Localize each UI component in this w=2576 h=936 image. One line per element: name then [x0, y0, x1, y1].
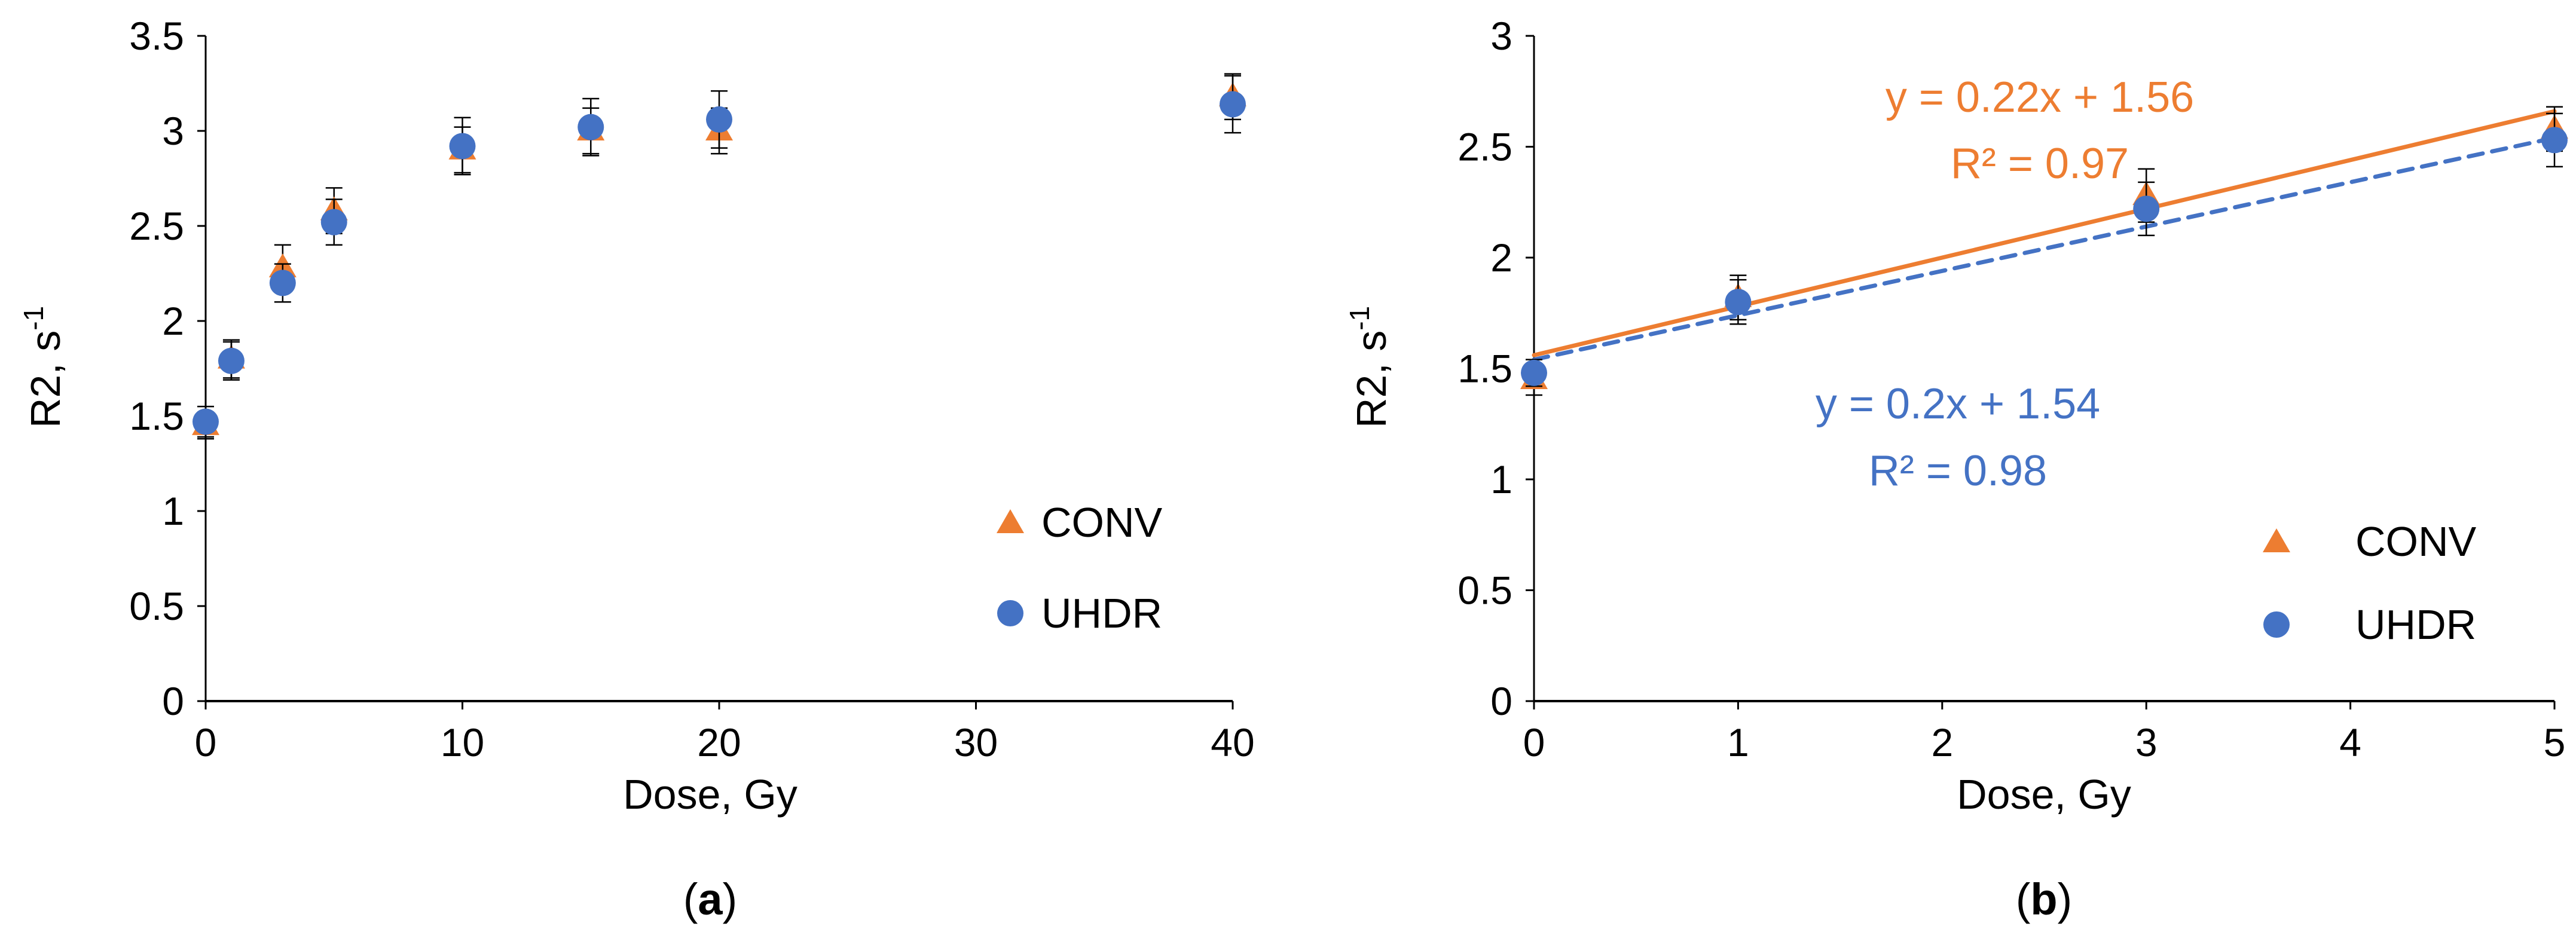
chart-a-legend-uhdr-marker: [997, 600, 1023, 626]
chart-a: 0 0.5 1 1.5 2 2.5 3 3.5 0 10 20 30 40 Dose, Gy R2, …: [18, 14, 1255, 924]
chart-a-legend: CONV UHDR: [997, 499, 1163, 637]
chart-a-x-axis-label: Dose, Gy: [623, 771, 797, 818]
chart-b: 0 0.5 1 1.5 2 2.5 3 0 1 2 3 4 5 y = 0.22x + 1.56 R²…: [1344, 14, 2568, 924]
chart-a-x-tick-label-2: 20: [697, 720, 741, 764]
chart-b-x-tick-label-4: 4: [2339, 720, 2361, 764]
chart-b-y-tick-label-2: 1: [1490, 457, 1512, 501]
chart-b-point-uhdr-0: [1521, 359, 1547, 386]
chart-a-y-tick-label-4: 2: [162, 299, 184, 343]
chart-b-y-tick-label-0: 0: [1490, 679, 1512, 723]
chart-b-legend-conv-label: CONV: [2355, 518, 2477, 565]
chart-b-y-tick-label-5: 2.5: [1457, 125, 1512, 169]
chart-a-point-uhdr-1: [218, 347, 245, 374]
chart-b-point-uhdr-2: [2133, 195, 2160, 222]
chart-a-y-tick-label-7: 3.5: [129, 14, 184, 58]
chart-a-y-tick-label-3: 1.5: [129, 394, 184, 438]
chart-b-conv-r2: R² = 0.97: [1951, 140, 2129, 188]
chart-a-x-tick-label-3: 30: [954, 720, 998, 764]
chart-a-y-tick-label-6: 3: [162, 109, 184, 153]
chart-b-trendlines: [1532, 109, 2557, 362]
chart-b-uhdr-equation: y = 0.2x + 1.54: [1816, 380, 2100, 428]
chart-b-y-axis-label: R2, s-1: [1344, 306, 1395, 428]
chart-b-point-uhdr-3: [2541, 127, 2568, 154]
chart-b-x-tick-label-2: 2: [1931, 720, 1953, 764]
chart-b-y-tick-label-1: 0.5: [1457, 568, 1512, 613]
chart-a-point-uhdr-5: [577, 114, 604, 140]
chart-a-point-uhdr-4: [449, 133, 476, 160]
chart-a-point-uhdr-2: [269, 270, 296, 296]
chart-b-point-uhdr-1: [1725, 289, 1752, 316]
chart-b-conv-equation: y = 0.22x + 1.56: [1886, 74, 2194, 121]
chart-a-point-uhdr-6: [706, 106, 732, 133]
chart-b-x-tick-label-1: 1: [1727, 720, 1749, 764]
chart-a-x-ticks: 0 10 20 30 40: [195, 701, 1255, 764]
chart-a-y-ticks: 0 0.5 1 1.5 2 2.5 3 3.5: [129, 14, 206, 723]
chart-b-x-tick-label-0: 0: [1523, 720, 1545, 764]
chart-a-panel-label: (a): [683, 874, 737, 924]
chart-a-points: [192, 73, 1246, 440]
chart-a-x-tick-label-0: 0: [195, 720, 217, 764]
chart-a-y-tick-label-1: 0.5: [129, 584, 184, 628]
chart-a-y-tick-label-2: 1: [162, 489, 184, 533]
chart-b-x-ticks: 0 1 2 3 4 5: [1523, 701, 2566, 764]
chart-b-y-tick-label-4: 2: [1490, 235, 1512, 280]
chart-b-x-tick-label-3: 3: [2135, 720, 2158, 764]
chart-b-legend-conv-marker: [2263, 528, 2290, 552]
chart-a-point-uhdr-7: [1220, 91, 1246, 118]
chart-a-y-tick-label-5: 2.5: [129, 204, 184, 248]
chart-b-legend: CONV UHDR: [2263, 518, 2477, 648]
chart-b-trendline-conv: [1532, 109, 2557, 357]
chart-a-x-tick-label-4: 40: [1211, 720, 1254, 764]
chart-b-trendline-uhdr: [1532, 136, 2557, 362]
chart-a-legend-uhdr-label: UHDR: [1041, 590, 1162, 637]
chart-b-points: [1520, 106, 2568, 396]
chart-b-y-tick-label-6: 3: [1490, 14, 1512, 58]
chart-a-legend-conv-marker: [997, 509, 1024, 533]
chart-b-y-ticks: 0 0.5 1 1.5 2 2.5 3: [1457, 14, 1534, 723]
chart-b-uhdr-r2: R² = 0.98: [1869, 447, 2047, 495]
chart-b-panel-label: (b): [2016, 874, 2073, 924]
chart-a-point-uhdr-3: [320, 209, 347, 235]
chart-b-x-tick-label-5: 5: [2544, 720, 2566, 764]
chart-b-legend-uhdr-marker: [2263, 611, 2290, 638]
chart-a-x-tick-label-1: 10: [441, 720, 484, 764]
chart-a-legend-conv-label: CONV: [1041, 499, 1163, 546]
chart-a-y-tick-label-0: 0: [162, 679, 184, 723]
chart-b-legend-uhdr-label: UHDR: [2355, 601, 2476, 648]
chart-b-y-tick-label-3: 1.5: [1457, 347, 1512, 391]
chart-a-y-axis-label: R2, s-1: [18, 306, 69, 428]
chart-b-x-axis-label: Dose, Gy: [1957, 771, 2131, 818]
chart-a-point-uhdr-0: [192, 408, 219, 435]
